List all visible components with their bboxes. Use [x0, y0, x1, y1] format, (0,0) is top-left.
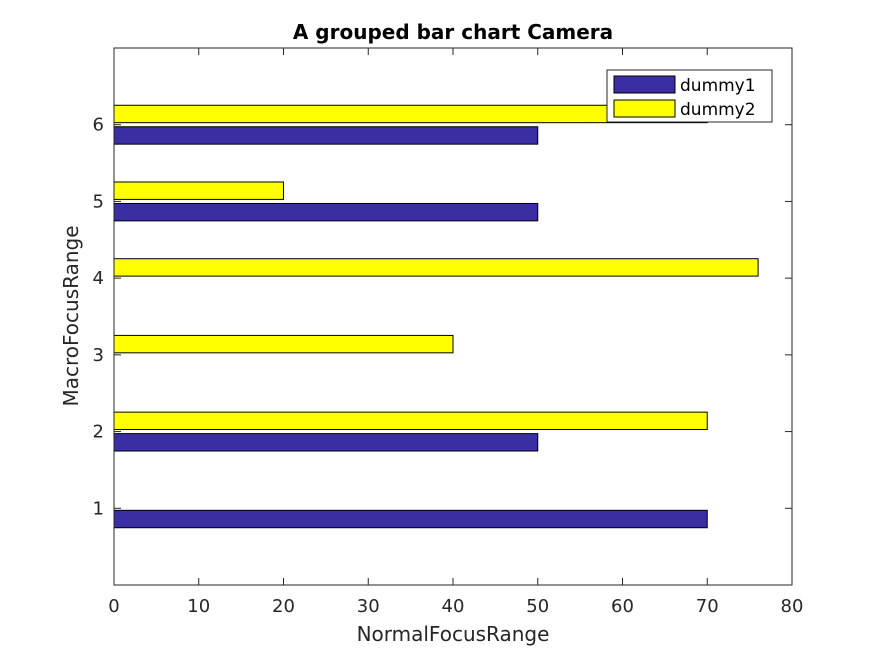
- y-axis-label: MacroFocusRange: [59, 225, 83, 406]
- bar-dummy2-3: [113, 334, 454, 354]
- x-tick-label: 10: [187, 596, 210, 617]
- x-tick-label: 60: [611, 596, 634, 617]
- bar-dummy1-6: [113, 126, 539, 145]
- x-tick-label: 70: [696, 596, 719, 617]
- legend-entry-dummy1: dummy1: [680, 76, 756, 96]
- legend-swatch-dummy1: [613, 75, 676, 94]
- x-tick-label: 30: [357, 596, 380, 617]
- x-tick-label: 80: [781, 596, 804, 617]
- legend: dummy1 dummy2: [606, 69, 773, 123]
- legend-entry-dummy2: dummy2: [680, 100, 756, 120]
- x-tick-label: 20: [272, 596, 295, 617]
- y-axis: 1 2 3 4 5 6: [93, 115, 792, 519]
- x-tick-label: 40: [442, 596, 465, 617]
- x-axis-label: NormalFocusRange: [357, 622, 550, 646]
- x-tick-label: 0: [108, 596, 119, 617]
- y-tick-label: 3: [93, 345, 104, 366]
- bar-dummy1-1: [113, 509, 708, 529]
- y-tick-label: 2: [93, 422, 104, 443]
- bar-dummy2-2: [113, 411, 708, 431]
- legend-swatch-dummy2: [613, 99, 676, 118]
- bar-dummy1-2: [113, 433, 539, 452]
- y-tick-label: 6: [93, 115, 104, 136]
- bar-dummy1-5: [113, 202, 539, 222]
- x-axis: 0 10 20 30 40 50 60 70 80: [108, 48, 803, 617]
- bar-dummy2-5: [113, 181, 284, 200]
- y-tick-label: 5: [93, 191, 104, 212]
- y-tick-label: 1: [93, 498, 104, 519]
- x-tick-label: 50: [526, 596, 549, 617]
- y-tick-label: 4: [93, 268, 104, 289]
- chart-title: A grouped bar chart Camera: [293, 20, 613, 44]
- bar-dummy2-4: [113, 258, 759, 277]
